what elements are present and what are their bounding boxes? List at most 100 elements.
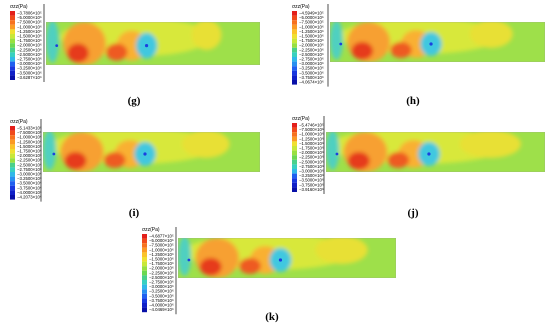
legend-swatch	[10, 29, 15, 34]
legend-label: −2.2500×10⁶	[17, 47, 42, 52]
spot	[144, 44, 149, 48]
legend-label: −1.5000×10⁶	[17, 144, 42, 149]
legend-swatch	[292, 15, 297, 21]
legend-label: −2.2500×10⁶	[149, 270, 174, 275]
legend-label: −1.2500×10⁶	[299, 136, 324, 141]
legend-swatch	[10, 139, 15, 145]
legend-label: −2.0000×10⁶	[299, 150, 324, 155]
legend-label: −1.0000×10⁶	[17, 24, 42, 29]
zone	[181, 132, 230, 158]
legend-label: −5.4746×10⁵	[299, 123, 324, 128]
legend-label: −3.5000×10⁶	[149, 293, 174, 298]
legend-label: −4.6877×10⁵	[149, 234, 174, 239]
legend-swatch	[10, 158, 15, 163]
legend-swatch	[10, 57, 15, 62]
zone	[105, 43, 128, 61]
spot	[278, 258, 283, 262]
legend-swatch	[292, 155, 297, 160]
legend-label: −1.7500×10⁶	[17, 149, 42, 154]
legend-label: −2.5000×10⁶	[299, 52, 324, 57]
legend-label: −3.2500×10⁶	[299, 66, 324, 71]
caption: (h)	[406, 95, 420, 107]
legend-swatch	[292, 29, 297, 34]
legend-swatch	[10, 135, 15, 140]
legend-label: −1.7500×10⁶	[17, 38, 42, 43]
legend-label: −2.0000×10⁶	[17, 43, 42, 48]
legend-label: −2.5000×10⁶	[299, 159, 324, 164]
zone	[387, 152, 410, 168]
legend-swatch	[292, 164, 297, 169]
legend-label: −2.0000×10⁶	[17, 153, 42, 158]
legend-swatch	[142, 293, 147, 299]
legend-swatch	[142, 234, 147, 239]
panel: σzz(Pa)−4.6877×10⁵−5.0000×10⁵−7.5000×10⁵…	[142, 227, 396, 323]
field-blobs	[326, 132, 521, 172]
legend-swatch	[10, 144, 15, 149]
legend-label: −7.5000×10⁵	[17, 130, 42, 135]
legend-label: −3.7500×10⁶	[299, 75, 324, 80]
legend-label: −3.5000×10⁶	[299, 70, 324, 75]
legend-label: −1.2500×10⁶	[17, 29, 42, 34]
legend-label: −3.6287×10⁶	[17, 75, 42, 80]
legend-swatch	[10, 185, 15, 191]
legend-swatch	[292, 141, 297, 146]
legend-swatch	[142, 289, 147, 294]
legend-label: −5.0000×10⁵	[149, 238, 174, 243]
legend-label: −2.7500×10⁶	[299, 164, 324, 169]
caption: (j)	[408, 207, 419, 219]
panel: σzz(Pa)−3.7806×10⁵−5.0000×10⁵−7.5000×10⁵…	[10, 4, 260, 107]
legend-label: −1.2500×10⁶	[149, 252, 174, 257]
zone	[46, 22, 59, 63]
legend-swatch	[292, 52, 297, 57]
zone	[315, 238, 368, 264]
legend-swatch	[10, 34, 15, 39]
legend-swatch	[292, 75, 297, 80]
legend-swatch	[142, 252, 147, 257]
legend-swatch	[292, 187, 297, 192]
legend-label: −4.0000×10⁶	[17, 190, 42, 195]
legend-swatch	[142, 298, 147, 303]
legend-label: −3.2500×10⁶	[299, 173, 324, 178]
field-blobs	[46, 22, 222, 65]
legend-label: −2.0000×10⁶	[149, 266, 174, 271]
legend-swatch	[292, 47, 297, 53]
caption: (k)	[265, 311, 279, 323]
legend-swatch	[292, 182, 297, 188]
legend-swatch	[292, 80, 297, 85]
legend-label: −2.2500×10⁶	[17, 158, 42, 163]
legend-swatch	[10, 47, 15, 53]
legend-label: −2.7500×10⁶	[17, 167, 42, 172]
legend-label: −3.0000×10⁶	[299, 61, 324, 66]
legend-label: −1.7500×10⁶	[149, 261, 174, 266]
contour-field	[326, 132, 545, 172]
legend-label: −3.0000×10⁶	[149, 284, 174, 289]
zone	[390, 42, 412, 58]
legend-label: −7.5000×10⁵	[299, 127, 324, 132]
zone	[330, 22, 343, 60]
legend-swatch	[10, 70, 15, 76]
legend-label: −3.2500×10⁶	[149, 289, 174, 294]
legend-label: −3.7500×10⁶	[17, 185, 42, 190]
legend-swatch	[10, 38, 15, 44]
legend-label: −3.5000×10⁶	[17, 181, 42, 186]
legend-label: −5.1433×10⁵	[17, 126, 42, 131]
legend-swatch	[10, 11, 15, 16]
legend-swatch	[10, 130, 15, 136]
legend-label: −2.7500×10⁶	[299, 57, 324, 62]
legend-swatch	[142, 261, 147, 267]
spot	[335, 152, 339, 156]
legend-label: −3.9160×10⁶	[299, 187, 324, 192]
legend-label: −1.0000×10⁶	[299, 24, 324, 29]
legend-label: −2.5000×10⁶	[17, 162, 42, 167]
legend-title: σzz(Pa)	[292, 116, 310, 122]
legend-swatch	[142, 238, 147, 244]
legend-swatch	[292, 150, 297, 156]
legend-swatch	[292, 43, 297, 48]
legend-swatch	[10, 167, 15, 172]
legend-swatch	[10, 75, 15, 80]
spot	[339, 42, 343, 46]
legend-swatch	[10, 15, 15, 21]
zone	[239, 258, 261, 274]
contour-field	[330, 22, 545, 62]
legend-label: −4.5949×10⁵	[299, 11, 324, 16]
